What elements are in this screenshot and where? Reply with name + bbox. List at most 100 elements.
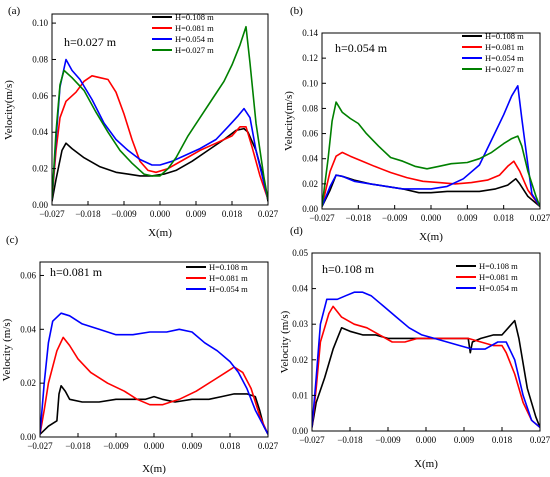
- panel-label: (d): [290, 225, 303, 237]
- height-annotation: h=0.054 m: [335, 41, 388, 55]
- y-tick-label: 0.00: [302, 204, 318, 214]
- series-line-2: [52, 75, 268, 200]
- legend-label: H=0.108 m: [209, 262, 248, 272]
- y-tick-label: 0.04: [302, 154, 318, 164]
- x-tick-label: 0.009: [186, 209, 207, 219]
- legend-label: H=0.054 m: [209, 284, 248, 294]
- legend: H=0.108 mH=0.081 mH=0.054 mH=0.027 m: [152, 12, 214, 55]
- y-tick-label: 0.10: [32, 18, 48, 28]
- series-line-1: [52, 127, 268, 202]
- x-tick-label: −0.009: [111, 209, 137, 219]
- y-tick-label: 0.00: [32, 200, 48, 210]
- x-axis-label: X(m): [142, 463, 166, 475]
- y-tick-label: 0.02: [32, 164, 48, 174]
- series-line-1: [40, 385, 268, 435]
- x-tick-label: 0.027: [530, 435, 550, 445]
- x-tick-label: 0.009: [182, 441, 203, 451]
- series-line-3: [322, 85, 540, 207]
- y-tick-label: 0.03: [292, 319, 308, 329]
- y-tick-label: 0.00: [20, 432, 36, 442]
- y-tick-label: 0.02: [302, 179, 318, 189]
- series-line-4: [52, 25, 268, 200]
- x-tick-label: 0.009: [457, 213, 478, 223]
- series-line-2: [312, 305, 540, 429]
- y-axis-label: Velocity (m/s): [1, 318, 13, 381]
- x-tick-label: −0.018: [337, 435, 363, 445]
- y-tick-label: 0.02: [20, 378, 36, 388]
- series-line-3: [40, 312, 268, 435]
- y-tick-label: 0.06: [20, 270, 36, 280]
- y-tick-label: 0.05: [292, 248, 308, 258]
- legend-label: H=0.054 m: [175, 34, 214, 44]
- series-line-1: [322, 174, 540, 208]
- x-tick-label: −0.009: [103, 441, 129, 451]
- panel-label: (c): [6, 234, 19, 246]
- series-line-3: [52, 58, 268, 200]
- series-line-3: [312, 291, 540, 429]
- legend-label: H=0.108 m: [485, 31, 524, 41]
- legend: H=0.108 mH=0.081 mH=0.054 m: [186, 262, 248, 294]
- panel-label: (b): [290, 5, 303, 17]
- x-tick-label: −0.018: [65, 441, 91, 451]
- x-tick-label: 0.027: [258, 209, 279, 219]
- series-line-4: [322, 101, 540, 207]
- y-axis-label: Velocity (m/s): [279, 310, 291, 373]
- legend-label: H=0.081 m: [175, 23, 214, 33]
- x-tick-label: −0.027: [299, 435, 325, 445]
- x-axis-label: X(m): [148, 227, 172, 239]
- y-tick-label: 0.08: [32, 54, 48, 64]
- chart-panel-3: −0.027 −0.018 −0.009 0.000 0.009 0.018 0.027 0.…: [1, 234, 279, 475]
- y-axis-label: Velocity(m/s): [3, 80, 15, 140]
- y-tick-label: 0.06: [32, 91, 48, 101]
- x-tick-label: −0.027: [27, 441, 53, 451]
- x-tick-label: −0.018: [75, 209, 101, 219]
- chart-panel-1: −0.027 −0.018 −0.009 0.000 0.009 0.018 0.027 0.…: [3, 5, 279, 239]
- x-tick-label: 0.018: [492, 435, 513, 445]
- x-tick-label: 0.000: [416, 435, 437, 445]
- legend: H=0.108 mH=0.081 mH=0.054 m: [456, 261, 518, 293]
- chart-panel-4: −0.027 −0.018 −0.009 0.000 0.009 0.018 0.027 0.…: [279, 225, 550, 470]
- x-tick-label: −0.018: [346, 213, 372, 223]
- x-tick-label: 0.018: [220, 441, 241, 451]
- y-tick-label: 0.08: [302, 103, 318, 113]
- legend-label: H=0.108 m: [479, 261, 518, 271]
- legend-label: H=0.081 m: [485, 42, 524, 52]
- height-annotation: h=0.081 m: [50, 265, 103, 279]
- legend-label: H=0.054 m: [479, 283, 518, 293]
- legend-label: H=0.054 m: [485, 53, 524, 63]
- x-tick-label: 0.027: [530, 213, 550, 223]
- legend-label: H=0.027 m: [175, 45, 214, 55]
- x-tick-label: 0.018: [222, 209, 243, 219]
- series-line-2: [40, 336, 268, 435]
- panel-label: (a): [8, 5, 21, 17]
- x-tick-label: −0.027: [39, 209, 65, 219]
- series-line-2: [322, 151, 540, 207]
- y-tick-label: 0.02: [292, 355, 308, 365]
- x-axis-label: X(m): [419, 231, 443, 243]
- height-annotation: h=0.108 m: [322, 262, 375, 276]
- x-tick-label: 0.027: [258, 441, 279, 451]
- y-tick-label: 0.06: [302, 129, 318, 139]
- y-tick-label: 0.12: [302, 53, 318, 63]
- x-tick-label: −0.009: [375, 435, 401, 445]
- y-tick-label: 0.04: [20, 324, 36, 334]
- y-tick-label: 0.14: [302, 28, 318, 38]
- x-axis-label: X(m): [414, 458, 438, 470]
- legend-label: H=0.081 m: [479, 272, 518, 282]
- y-tick-label: 0.01: [292, 390, 308, 400]
- height-annotation: h=0.027 m: [64, 35, 117, 49]
- legend: H=0.108 mH=0.081 mH=0.054 mH=0.027 m: [462, 31, 524, 74]
- legend-label: H=0.027 m: [485, 64, 524, 74]
- x-tick-label: 0.000: [144, 441, 165, 451]
- x-tick-label: 0.000: [421, 213, 442, 223]
- y-tick-label: 0.00: [292, 426, 308, 436]
- legend-label: H=0.108 m: [175, 12, 214, 22]
- x-tick-label: 0.018: [494, 213, 515, 223]
- x-tick-label: −0.027: [309, 213, 335, 223]
- y-tick-label: 0.04: [292, 284, 308, 294]
- chart-panel-2: −0.027 −0.018 −0.009 0.000 0.009 0.018 0.027 0.…: [283, 5, 550, 243]
- x-tick-label: 0.000: [150, 209, 171, 219]
- y-tick-label: 0.04: [32, 127, 48, 137]
- legend-label: H=0.081 m: [209, 273, 248, 283]
